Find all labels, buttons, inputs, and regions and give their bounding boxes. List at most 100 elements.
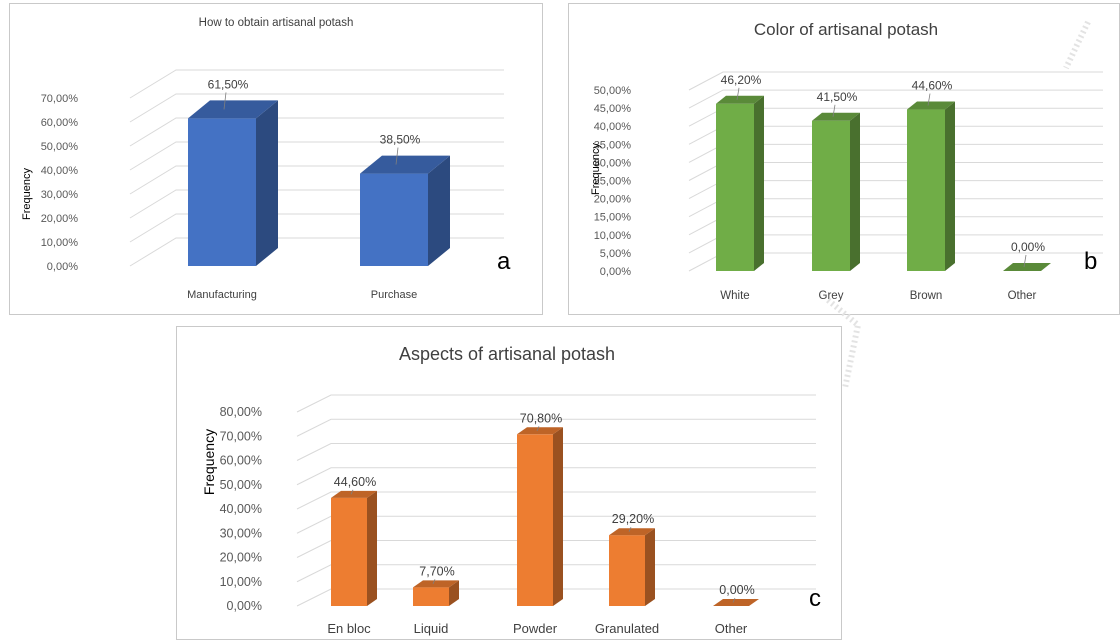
bar-front-c-2 — [517, 434, 553, 606]
y-axis-label-b: Frequency — [590, 143, 602, 195]
data-label-a-1: 38,50% — [380, 133, 421, 147]
bar-side-b-0 — [754, 95, 764, 271]
x-tick-c-0: En bloc — [327, 621, 371, 636]
y-tick-a-4: 40,00% — [41, 165, 79, 177]
x-tick-b-2: Brown — [910, 290, 943, 302]
gridline-b-9 — [688, 89, 1103, 109]
y-tick-a-6: 60,00% — [41, 117, 79, 129]
bar-side-c-3 — [645, 528, 655, 606]
y-tick-b-2: 10,00% — [594, 230, 632, 242]
y-tick-b-7: 35,00% — [594, 139, 632, 151]
y-tick-b-6: 30,00% — [594, 157, 632, 169]
data-label-c-1: 7,70% — [419, 564, 454, 578]
y-tick-b-3: 15,00% — [594, 212, 632, 224]
bar-front-b-0 — [716, 103, 754, 271]
gridline-a-5 — [129, 117, 504, 147]
data-label-leader-c-4 — [732, 597, 736, 603]
chart-b-svg: 0,00% 5,00% 10,00% 15,00% 20,00% 25,00% 30,00%… — [590, 20, 1103, 302]
bar-top-b-3 — [1003, 263, 1051, 271]
gridline-c-8 — [296, 394, 816, 413]
y-tick-c-1: 10,00% — [220, 575, 262, 589]
data-label-leader-c-2 — [536, 426, 540, 431]
y-tick-c-7: 70,00% — [220, 429, 262, 443]
chart-panel-c: 0,00% 10,00% 20,00% 30,00% 40,00% 50,00% 60,00… — [176, 326, 842, 640]
bar-top-b-1 — [812, 112, 860, 121]
bar-side-a-0 — [256, 100, 278, 267]
data-label-b-2: 44,60% — [912, 79, 953, 93]
bar-side-a-1 — [428, 155, 450, 266]
x-tick-b-3: Other — [1008, 290, 1037, 302]
gridline-c-6 — [296, 443, 816, 461]
data-label-leader-c-1 — [432, 579, 436, 584]
y-tick-a-0: 0,00% — [47, 261, 78, 273]
y-tick-a-5: 50,00% — [41, 141, 79, 153]
y-tick-c-5: 50,00% — [220, 478, 262, 492]
data-label-leader-b-0 — [736, 87, 740, 100]
y-tick-c-8: 80,00% — [220, 405, 262, 419]
bar-a-0 — [188, 100, 278, 267]
bar-c-0 — [331, 490, 377, 606]
gridline-c-5 — [296, 467, 816, 486]
y-tick-c-2: 20,00% — [220, 551, 262, 565]
bar-top-c-3 — [609, 528, 655, 536]
bar-top-c-4 — [713, 599, 759, 606]
y-tick-b-0: 0,00% — [600, 266, 631, 278]
y-axis-label-c: Frequency — [201, 429, 217, 495]
y-tick-c-0: 0,00% — [227, 599, 262, 613]
data-label-c-4: 0,00% — [719, 583, 754, 597]
panel-label-a: a — [497, 248, 511, 275]
bar-c-4 — [713, 599, 759, 606]
bar-side-c-2 — [553, 427, 563, 606]
panel-label-b: b — [1084, 248, 1098, 275]
bar-front-b-1 — [812, 120, 850, 272]
y-tick-c-3: 30,00% — [220, 526, 262, 540]
y-tick-c-6: 60,00% — [220, 454, 262, 468]
data-label-leader-b-2 — [927, 93, 931, 106]
chart-panel-a: 0,00% 10,00% 20,00% 30,00% 40,00% 50,00% 60,00… — [9, 3, 543, 315]
chart-title-c: Aspects of artisanal potash — [399, 344, 615, 364]
bar-c-1 — [413, 580, 459, 606]
bar-top-a-1 — [360, 155, 450, 174]
data-label-leader-c-3 — [628, 527, 632, 532]
gridline-c-7 — [296, 418, 816, 437]
data-label-leader-c-0 — [350, 489, 354, 495]
data-label-b-0: 46,20% — [721, 73, 762, 87]
x-tick-b-0: White — [720, 290, 749, 302]
x-tick-c-4: Other — [715, 621, 748, 636]
y-tick-b-5: 25,00% — [594, 176, 632, 188]
bar-b-3 — [1003, 263, 1051, 271]
bar-front-c-3 — [609, 535, 645, 606]
x-tick-c-1: Liquid — [414, 621, 449, 636]
y-tick-a-7: 70,00% — [41, 93, 79, 105]
y-tick-b-1: 5,00% — [600, 248, 631, 260]
x-tick-c-2: Powder — [513, 621, 558, 636]
x-tick-a-0: Manufacturing — [187, 289, 257, 301]
data-label-leader-a-1 — [395, 147, 399, 165]
y-tick-c-4: 40,00% — [220, 502, 262, 516]
y-tick-b-9: 45,00% — [594, 103, 632, 115]
data-label-leader-a-0 — [223, 92, 227, 110]
gridline-b-10 — [688, 71, 1103, 91]
chart-title-a: How to obtain artisanal potash — [199, 17, 354, 29]
bar-c-3 — [609, 528, 655, 606]
gridline-a-6 — [129, 93, 504, 123]
data-label-a-0: 61,50% — [208, 77, 249, 91]
bar-b-0 — [716, 95, 764, 271]
bar-b-2 — [907, 101, 955, 271]
y-axis-label-a: Frequency — [21, 168, 33, 220]
data-label-leader-b-3 — [1023, 254, 1027, 268]
bar-front-c-1 — [413, 587, 449, 606]
y-tick-a-1: 10,00% — [41, 237, 79, 249]
bar-front-a-0 — [188, 118, 256, 267]
bar-top-a-0 — [188, 100, 278, 119]
bar-b-1 — [812, 112, 860, 272]
y-tick-a-2: 20,00% — [41, 213, 79, 225]
bar-top-c-0 — [331, 490, 377, 498]
x-tick-c-3: Granulated — [595, 621, 659, 636]
y-tick-a-3: 30,00% — [41, 189, 79, 201]
bar-side-b-1 — [850, 112, 860, 272]
x-tick-a-1: Purchase — [371, 289, 417, 301]
data-label-leader-b-1 — [832, 104, 836, 117]
data-label-b-1: 41,50% — [817, 90, 858, 104]
bar-top-b-0 — [716, 95, 764, 104]
